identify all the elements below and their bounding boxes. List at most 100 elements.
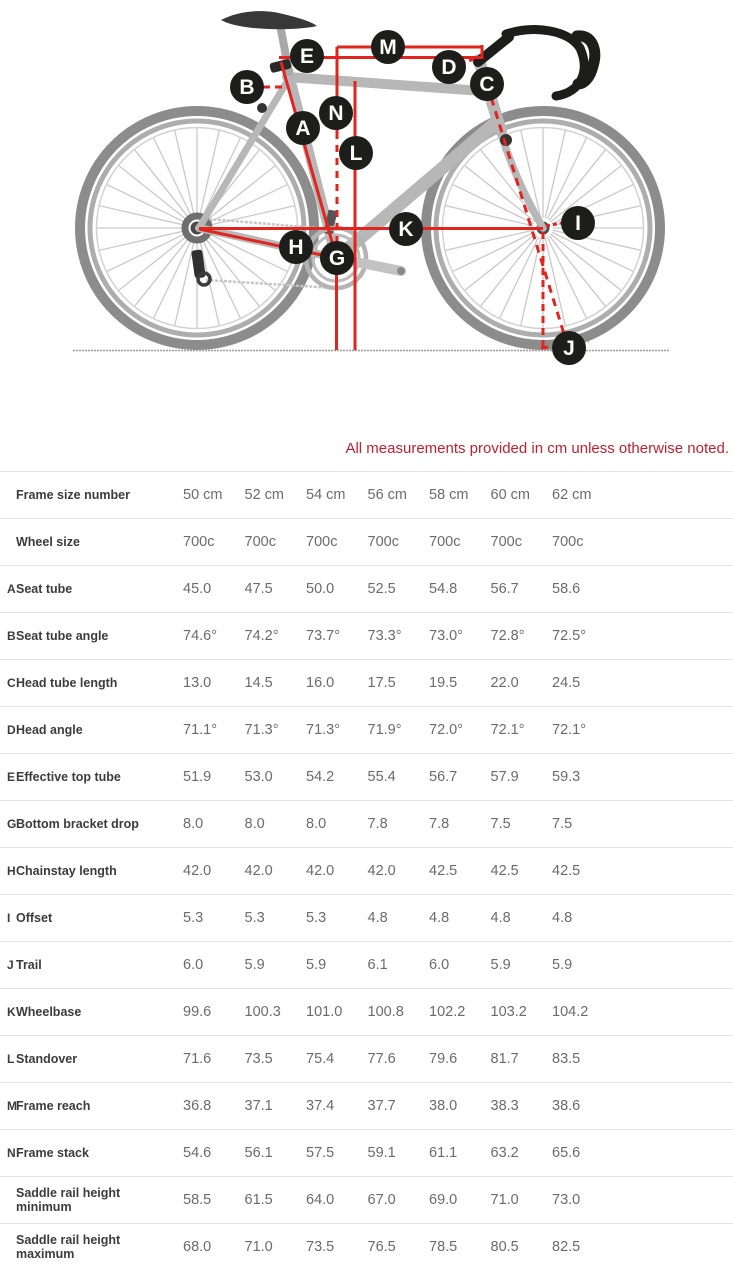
cell-value: 74.6°	[183, 628, 218, 644]
row-letter: K	[7, 1005, 16, 1019]
cell-value: 71.3°	[244, 722, 279, 738]
cell-value: 63.2	[490, 1145, 519, 1161]
cell-value: 71.0	[244, 1239, 273, 1255]
cell-value: 36.8	[183, 1098, 212, 1114]
row-label: Standover	[16, 1052, 78, 1066]
cell-value: 54.8	[429, 581, 458, 597]
cell-value: 52 cm	[244, 487, 285, 503]
row-label: Seat tube	[16, 582, 73, 596]
cell-value: 76.5	[367, 1239, 396, 1255]
table-row: A Seat tube 45.0 47.5 50.0 52.5 54.8 56.7 58.6	[0, 565, 733, 612]
table-row: J Trail 6.0 5.9 5.9 6.1 6.0 5.9 5.9	[0, 941, 733, 988]
saddle	[221, 11, 317, 30]
cell-value: 53.0	[244, 769, 273, 785]
cell-value: 100.3	[244, 1004, 281, 1020]
row-letter: I	[7, 911, 11, 925]
cell-value: 58.5	[183, 1192, 212, 1208]
cell-value: 102.2	[429, 1004, 466, 1020]
cell-value: 700c	[429, 534, 461, 550]
cell-value: 13.0	[183, 675, 212, 691]
cell-value: 80.5	[490, 1239, 519, 1255]
table-row: Saddle rail height maximum 68.0 71.0 73.5 76…	[0, 1223, 733, 1270]
table-row: G Bottom bracket drop 8.0 8.0 8.0 7.8 7.8 7.5 7.…	[0, 800, 733, 847]
cell-value: 700c	[183, 534, 215, 550]
row-label: Head tube length	[16, 676, 118, 690]
cell-value: 101.0	[306, 1004, 343, 1020]
seat-collar	[269, 59, 292, 73]
cell-value: 75.4	[306, 1051, 335, 1067]
cell-value: 7.8	[429, 816, 450, 832]
row-letter: M	[7, 1099, 17, 1113]
cell-value: 51.9	[183, 769, 212, 785]
cell-value: 38.3	[490, 1098, 519, 1114]
cell-value: 56.1	[244, 1145, 273, 1161]
cell-value: 4.8	[552, 910, 573, 926]
row-label: Chainstay length	[16, 864, 117, 878]
cell-value: 74.2°	[244, 628, 279, 644]
cell-value: 16.0	[306, 675, 335, 691]
row-letter: G	[7, 817, 17, 831]
row-label: Saddle rail height minimum	[16, 1186, 121, 1214]
row-label: Frame reach	[16, 1099, 91, 1113]
cell-value: 79.6	[429, 1051, 458, 1067]
cell-value: 50 cm	[183, 487, 223, 503]
cell-value: 42.5	[490, 863, 519, 879]
cell-value: 72.1°	[552, 722, 587, 738]
frame	[195, 26, 547, 265]
row-letter: J	[7, 958, 14, 972]
cell-value: 42.0	[183, 863, 212, 879]
cell-value: 7.8	[367, 816, 388, 832]
row-label: Seat tube angle	[16, 629, 109, 643]
cell-value: 55.4	[367, 769, 396, 785]
cell-value: 72.0°	[429, 722, 464, 738]
cell-value: 45.0	[183, 581, 212, 597]
cell-value: 14.5	[244, 675, 273, 691]
row-label: Frame size number	[16, 488, 130, 502]
cell-value: 19.5	[429, 675, 458, 691]
cell-value: 4.8	[429, 910, 450, 926]
cell-value: 103.2	[490, 1004, 527, 1020]
row-label: Wheel size	[16, 535, 80, 549]
cell-value: 47.5	[244, 581, 273, 597]
cell-value: 7.5	[490, 816, 511, 832]
cell-value: 65.6	[552, 1145, 581, 1161]
handlebar	[473, 25, 601, 101]
table-row: C Head tube length 13.0 14.5 16.0 17.5 19.5 22.…	[0, 659, 733, 706]
measurements-note: All measurements provided in cm unless o…	[345, 440, 729, 457]
row-letter: B	[7, 629, 16, 643]
row-letter: H	[7, 864, 16, 878]
cell-value: 58.6	[552, 581, 581, 597]
cell-value: 7.5	[552, 816, 573, 832]
cell-value: 104.2	[552, 1004, 589, 1020]
cell-value: 73.3°	[367, 628, 402, 644]
cell-value: 62 cm	[552, 487, 592, 503]
cell-value: 4.8	[367, 910, 388, 926]
cell-value: 4.8	[490, 910, 511, 926]
cell-value: 5.3	[244, 910, 265, 926]
cell-value: 5.9	[490, 957, 511, 973]
row-label: Bottom bracket drop	[16, 817, 139, 831]
cell-value: 57.9	[490, 769, 519, 785]
cell-value: 72.1°	[490, 722, 525, 738]
cell-value: 56 cm	[367, 487, 408, 503]
cell-value: 6.1	[367, 957, 388, 973]
cell-value: 700c	[490, 534, 522, 550]
cell-value: 69.0	[429, 1192, 458, 1208]
cell-value: 71.9°	[367, 722, 402, 738]
row-label: Saddle rail height maximum	[16, 1233, 121, 1261]
cell-value: 700c	[367, 534, 399, 550]
cell-value: 5.9	[306, 957, 327, 973]
bike-illustration	[73, 11, 670, 352]
cell-value: 5.9	[552, 957, 573, 973]
cell-value: 38.6	[552, 1098, 581, 1114]
cell-value: 61.5	[244, 1192, 273, 1208]
cell-value: 72.5°	[552, 628, 587, 644]
cell-value: 5.3	[183, 910, 204, 926]
table-row: H Chainstay length 42.0 42.0 42.0 42.0 42.5 42.…	[0, 847, 733, 894]
row-label: Wheelbase	[16, 1005, 82, 1019]
row-letter: D	[7, 723, 16, 737]
table-row: D Head angle 71.1° 71.3° 71.3° 71.9° 72.0° 72.1…	[0, 706, 733, 753]
row-label: Offset	[16, 911, 53, 925]
cell-value: 71.6	[183, 1051, 212, 1067]
